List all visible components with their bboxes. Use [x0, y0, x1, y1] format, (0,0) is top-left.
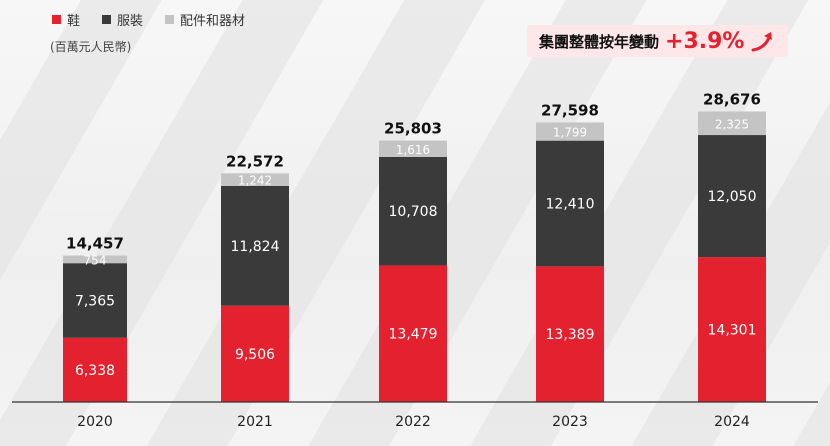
total-label-2021: 22,572 — [226, 152, 284, 170]
total-label-2024: 28,676 — [703, 90, 761, 108]
data-label-footwear-2024: 14,301 — [708, 323, 757, 339]
bar-segment-accessories-2020 — [63, 255, 127, 264]
growth-label: 集團整體按年變動 — [539, 32, 660, 51]
data-label-apparel-2024: 12,050 — [708, 189, 757, 205]
data-label-accessories-2020: 754 — [84, 253, 107, 267]
legend-item-accessories: 配件和器材 — [165, 10, 245, 29]
total-label-2022: 25,803 — [384, 120, 442, 138]
unit-label: (百萬元人民幣) — [50, 40, 132, 54]
x-tick-label-2022: 2022 — [395, 414, 431, 430]
data-label-footwear-2020: 6,338 — [75, 363, 115, 379]
data-label-apparel-2022: 10,708 — [389, 204, 438, 220]
data-label-footwear-2022: 13,479 — [389, 327, 438, 343]
x-tick-label-2024: 2024 — [714, 414, 750, 430]
data-label-footwear-2021: 9,506 — [235, 347, 275, 363]
data-label-apparel-2023: 12,410 — [546, 196, 595, 212]
x-tick-label-2023: 2023 — [552, 414, 588, 430]
legend-swatch-footwear — [52, 15, 61, 24]
data-label-accessories-2022: 1,616 — [396, 143, 430, 157]
total-label-2020: 14,457 — [66, 235, 124, 253]
legend-swatch-accessories — [165, 15, 175, 24]
bar-segment-apparel-2021 — [221, 185, 289, 306]
bar-segment-apparel-2020 — [63, 263, 127, 338]
bar-segment-apparel-2024 — [698, 135, 766, 258]
total-label-2023: 27,598 — [541, 101, 599, 119]
bar-segment-accessories-2021 — [221, 173, 289, 186]
bar-segment-footwear-2021 — [221, 305, 289, 402]
growth-badge: 集團整體按年變動 +3.9% — [527, 25, 789, 57]
bar-segment-apparel-2022 — [379, 156, 447, 266]
legend-swatch-apparel — [102, 15, 112, 24]
legend-item-apparel: 服裝 — [102, 10, 143, 29]
x-tick-label-2020: 2020 — [77, 414, 113, 430]
chart-legend: 鞋 服裝 配件和器材 — [52, 10, 245, 29]
legend-label-apparel: 服裝 — [117, 14, 144, 29]
data-label-footwear-2023: 13,389 — [546, 327, 595, 343]
bar-segment-apparel-2023 — [536, 140, 604, 267]
bar-segment-footwear-2023 — [536, 266, 604, 402]
bar-segment-accessories-2024 — [698, 111, 766, 136]
bar-segment-footwear-2022 — [379, 265, 447, 402]
x-tick-label-2021: 2021 — [237, 414, 273, 430]
bar-segment-footwear-2020 — [63, 337, 127, 402]
data-label-accessories-2023: 1,799 — [553, 126, 587, 140]
legend-item-footwear: 鞋 — [52, 10, 80, 29]
growth-value: +3.9% — [665, 28, 745, 54]
data-label-apparel-2020: 7,365 — [75, 293, 115, 309]
bar-segment-footwear-2024 — [698, 257, 766, 402]
legend-label-accessories: 配件和器材 — [180, 14, 246, 29]
upward-trend-arrow-icon — [751, 32, 773, 52]
data-label-accessories-2021: 1,242 — [238, 174, 272, 188]
bar-segment-accessories-2023 — [536, 122, 604, 141]
data-label-apparel-2021: 11,824 — [231, 239, 280, 255]
data-label-accessories-2024: 2,325 — [715, 117, 749, 131]
bar-segment-accessories-2022 — [379, 140, 447, 157]
legend-label-footwear: 鞋 — [67, 14, 81, 29]
